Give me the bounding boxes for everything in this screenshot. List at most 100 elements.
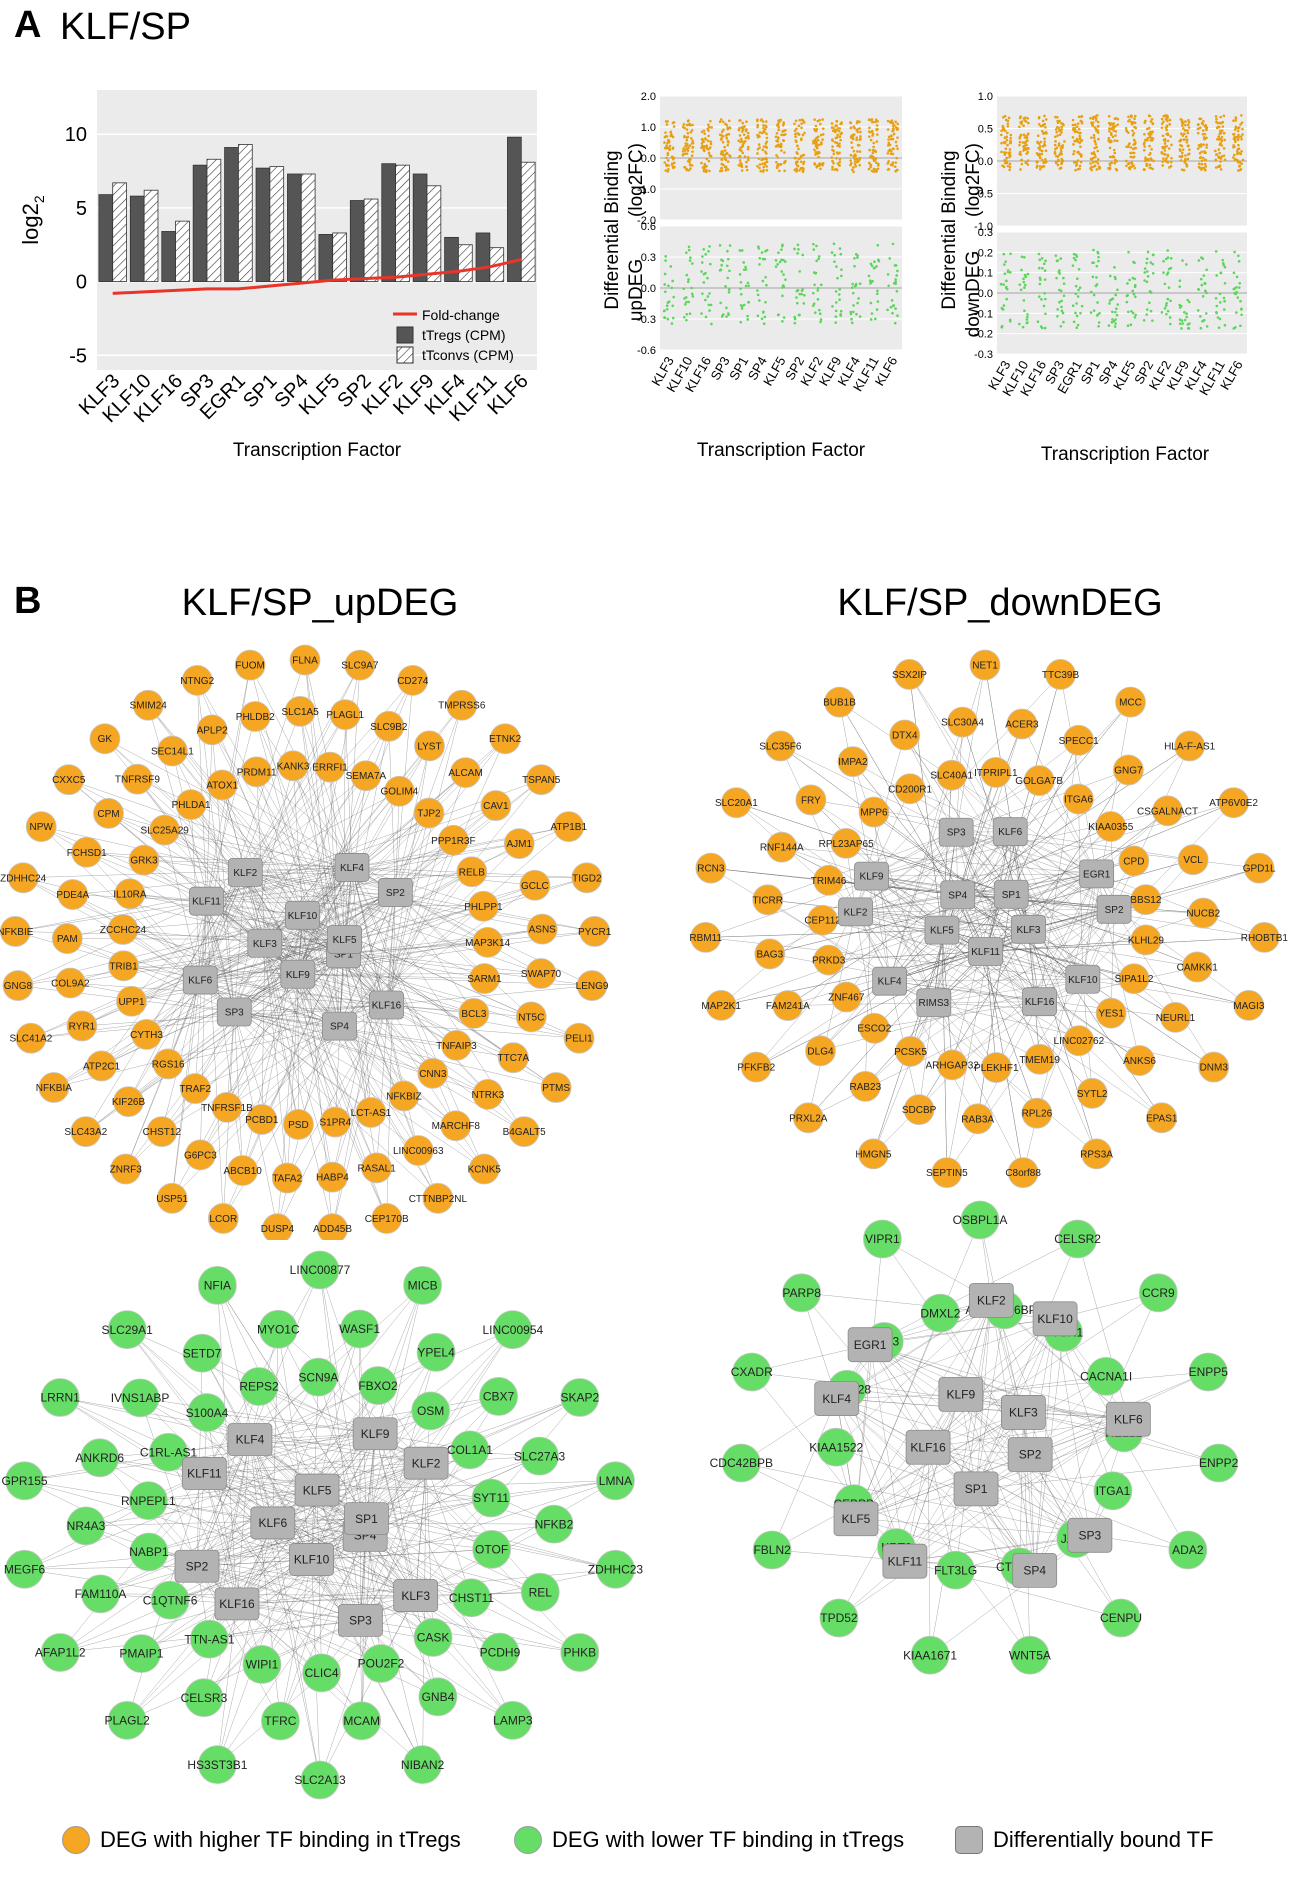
scatter-point-up bbox=[1188, 148, 1191, 151]
scatter-point-down bbox=[1126, 310, 1130, 314]
scatter-point-down bbox=[1235, 311, 1238, 314]
scatter-point-up bbox=[832, 152, 836, 156]
scatter-point-down bbox=[895, 274, 898, 277]
scatter-point-down bbox=[663, 316, 667, 319]
scatter-point-down bbox=[796, 252, 799, 255]
scatter-point-up bbox=[835, 128, 839, 132]
scatter-point-down bbox=[850, 317, 853, 321]
scatter-point-up bbox=[1165, 144, 1168, 148]
scatter-point-down bbox=[1043, 326, 1047, 330]
tf-node-label: KLF6 bbox=[258, 1516, 287, 1530]
scatter-point-down bbox=[760, 251, 764, 254]
network-edge bbox=[871, 876, 935, 1003]
network-edge bbox=[206, 766, 331, 902]
scatter-point-up bbox=[1130, 120, 1133, 124]
gene-node: ETNK2 bbox=[489, 723, 522, 755]
network-edge bbox=[329, 767, 340, 1027]
gene-node-circle bbox=[283, 1109, 314, 1140]
gene-node: SLC9A7 bbox=[341, 649, 379, 681]
network-edge bbox=[957, 745, 1190, 895]
gene-node-label: G6PC3 bbox=[184, 1150, 217, 1161]
network-edge bbox=[1082, 979, 1249, 1006]
network-edge bbox=[170, 1559, 312, 1601]
scatter-point-up bbox=[796, 152, 799, 155]
tf-node-box bbox=[833, 1501, 879, 1537]
tf-node-box bbox=[940, 880, 976, 910]
gene-node-circle bbox=[1101, 1598, 1141, 1638]
scatter-point-down bbox=[746, 318, 749, 321]
scatter-point-down bbox=[1146, 275, 1150, 278]
network-edge bbox=[828, 880, 958, 896]
scatter-point-down bbox=[793, 321, 797, 325]
gene-node-label: NFKBIE bbox=[0, 927, 34, 938]
gene-node-label: MCAM bbox=[343, 1714, 380, 1728]
scatter-point-up bbox=[1008, 141, 1012, 145]
network-edge bbox=[236, 1595, 416, 1605]
gene-node-label: ENPP2 bbox=[1199, 1456, 1239, 1470]
scatter-point-down bbox=[1145, 308, 1149, 311]
network-edge bbox=[249, 1439, 423, 1765]
scatter-point-down bbox=[1055, 276, 1058, 280]
scatter-point-up bbox=[1133, 139, 1136, 142]
network-edge bbox=[865, 951, 986, 1087]
scatter-point-down bbox=[1239, 324, 1242, 328]
network-edge bbox=[67, 900, 207, 939]
scatter-point-up bbox=[819, 133, 823, 137]
scatter-point-up bbox=[1061, 144, 1065, 147]
gene-node-circle bbox=[816, 1427, 856, 1467]
gene-node-circle bbox=[862, 1219, 902, 1259]
gene-node-circle bbox=[479, 1377, 518, 1416]
scatter-point-down bbox=[781, 294, 784, 298]
scatter-point-down bbox=[839, 314, 843, 317]
gene-node: MPP6 bbox=[858, 796, 890, 828]
gene-node-circle bbox=[1021, 1097, 1053, 1129]
scatter-point-up bbox=[738, 134, 742, 137]
tf-node: SP2 bbox=[377, 878, 413, 907]
network-edge bbox=[297, 791, 400, 975]
network-edge bbox=[956, 769, 1129, 833]
scatter-point-up bbox=[1078, 131, 1081, 135]
tf-node-label: SP4 bbox=[948, 890, 967, 901]
gene-node: CYTH3 bbox=[130, 1019, 163, 1050]
scatter-point-up bbox=[1019, 121, 1022, 124]
scatter-point-up bbox=[1232, 156, 1235, 159]
gene-node-circle bbox=[690, 922, 722, 953]
tf-node: KLF2 bbox=[838, 897, 873, 927]
gene-node: PRDM11 bbox=[237, 756, 277, 788]
scatter-updeg-chart: 2.01.00.0-1.0-2.0 0.60.30.0-0.3-0.6 KLF3… bbox=[602, 91, 902, 461]
scatter-point-up bbox=[1219, 156, 1223, 159]
network-edge bbox=[206, 901, 405, 1097]
gene-node: SLC20A1 bbox=[715, 787, 758, 819]
gene-node-circle bbox=[197, 1265, 237, 1305]
network-edge bbox=[425, 1463, 472, 1598]
network-edge bbox=[855, 1238, 883, 1519]
gene-node-circle bbox=[40, 1633, 80, 1672]
network-edge bbox=[217, 1285, 274, 1524]
tf-node-label: KLF4 bbox=[340, 863, 364, 874]
scatter-point-down bbox=[814, 271, 817, 275]
scatter-point-up bbox=[1072, 152, 1075, 156]
tf-node: KLF9 bbox=[854, 861, 889, 891]
network-edge bbox=[1039, 909, 1115, 1002]
scatter-point-down bbox=[1038, 258, 1042, 262]
scatter-point-up bbox=[1055, 125, 1059, 129]
network-edge bbox=[203, 1535, 366, 1698]
scatter-point-up bbox=[1109, 131, 1113, 135]
gene-node-circle bbox=[1124, 1045, 1155, 1076]
scatter-point-up bbox=[852, 170, 855, 174]
scatter-point-up bbox=[838, 164, 841, 167]
network-edge bbox=[344, 843, 520, 940]
scatter-point-up bbox=[1128, 118, 1131, 122]
gene-node-circle bbox=[813, 864, 844, 896]
scatter-point-up bbox=[1053, 152, 1057, 155]
gene-node-label: C1QTNF6 bbox=[143, 1593, 198, 1607]
scatter-point-up bbox=[830, 122, 834, 125]
scatter-point-up bbox=[1129, 146, 1133, 149]
scatter-point-up bbox=[1007, 116, 1011, 120]
scatter-point-up bbox=[1002, 115, 1005, 119]
scatter-point-up bbox=[1178, 155, 1182, 158]
scatter-point-up bbox=[799, 160, 803, 164]
scatter-point-down bbox=[1078, 286, 1082, 289]
scatter-point-down bbox=[725, 315, 728, 318]
scatter-point-up bbox=[1116, 117, 1120, 121]
